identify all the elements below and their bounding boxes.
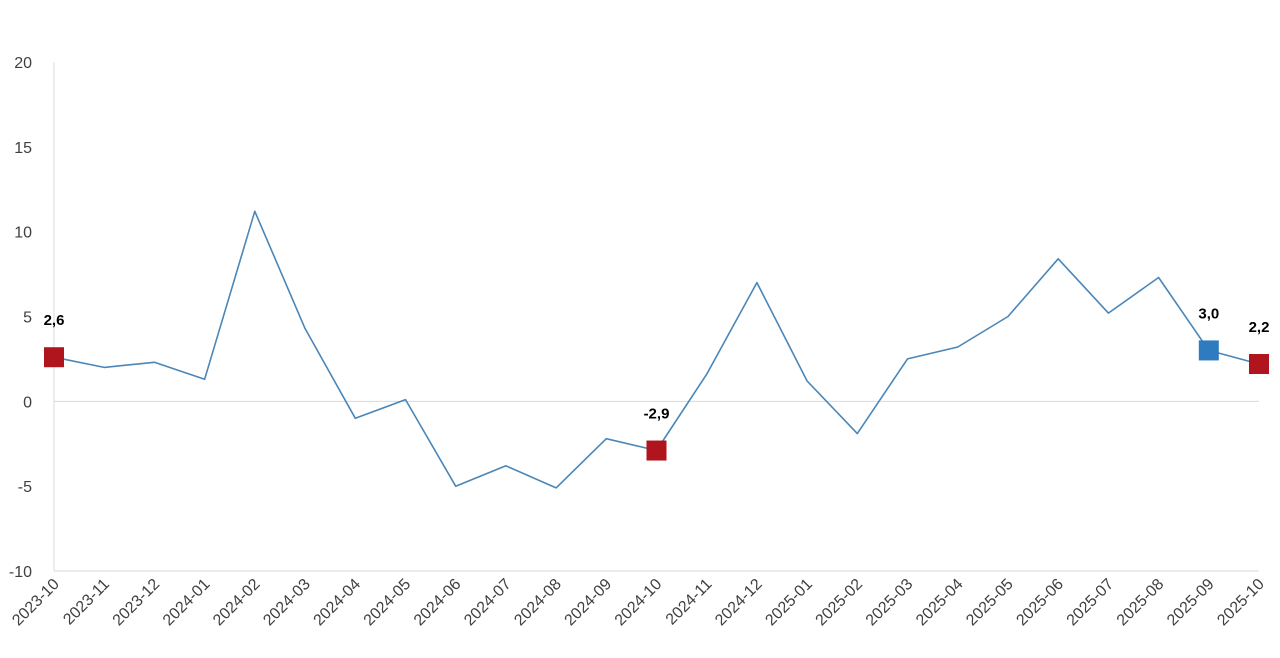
x-tick-label: 2025-05 [963,576,1017,630]
y-tick-label: -10 [9,564,32,581]
x-tick-label: 2023-12 [110,576,164,630]
x-tick-label: 2024-09 [562,576,616,630]
x-tick-label: 2023-11 [60,576,113,629]
x-tick-label: 2025-03 [863,576,917,630]
data-label: 2,2 [1249,319,1270,336]
data-label: 2,6 [44,312,65,329]
y-tick-label: -5 [18,479,32,496]
x-tick-label: 2025-07 [1064,576,1118,630]
x-tick-label: 2024-12 [712,576,766,630]
highlight-marker [1198,340,1219,361]
x-tick-label: 2025-02 [813,576,867,630]
axes [53,62,1259,572]
y-tick-label: 10 [14,225,32,242]
x-tick-label: 2025-09 [1164,576,1218,630]
x-tick-label: 2025-10 [1214,576,1268,630]
highlight-markers [44,340,1269,461]
x-tick-label: 2024-03 [260,576,314,630]
x-tick-label: 2024-05 [361,576,415,630]
x-tick-label: 2024-01 [160,576,214,630]
x-tick-label: 2025-06 [1013,576,1067,630]
y-tick-label: 15 [14,140,32,157]
x-tick-label: 2025-08 [1114,576,1168,630]
highlight-marker [1249,354,1269,375]
x-tick-label: 2024-10 [612,576,666,630]
x-tick-label: 2024-02 [210,576,264,630]
data-label: 3,0 [1198,305,1219,322]
y-tick-labels: -10 -5 0 5 10 15 20 [9,55,32,581]
x-tick-label: 2024-11 [663,576,716,629]
x-tick-label: 2024-07 [461,576,515,630]
x-tick-label: 2024-04 [311,576,365,630]
data-labels: 2,6 -2,9 3,0 2,2 [44,305,1270,422]
x-tick-label: 2024-08 [511,576,565,630]
x-tick-label: 2025-01 [762,576,816,630]
x-tick-label: 2024-06 [411,576,465,630]
highlight-marker [646,440,667,461]
x-tick-label: 2025-04 [913,576,967,630]
y-tick-label: 5 [23,310,32,327]
x-tick-label: 2023-10 [9,576,63,630]
y-tick-label: 20 [14,55,32,72]
data-label: -2,9 [644,406,670,423]
x-tick-labels: 2023-102023-112023-122024-012024-022024-… [9,576,1268,630]
y-tick-label: 0 [23,394,32,411]
highlight-marker [44,347,64,368]
